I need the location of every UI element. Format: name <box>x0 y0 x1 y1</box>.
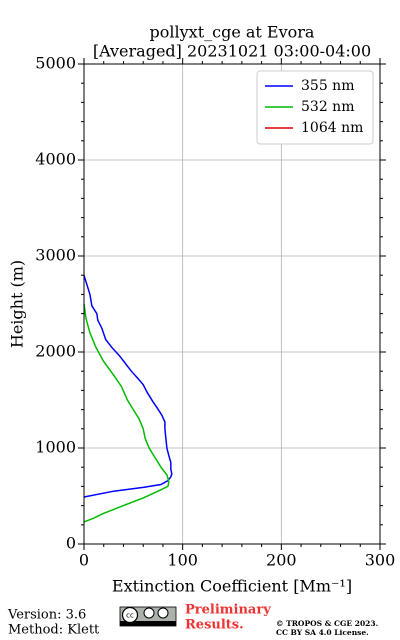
plot-frame <box>83 63 381 545</box>
y-tick-label: 4000 <box>35 150 76 169</box>
y-tick-label: 1000 <box>35 438 76 457</box>
y-tick-label: 2000 <box>35 342 76 361</box>
svg-text:cc: cc <box>126 612 134 620</box>
legend-label: 355 nm <box>301 78 354 94</box>
preliminary-note: Results. <box>185 618 244 633</box>
x-tick-label: 100 <box>167 551 198 570</box>
copyright: © TROPOS & CGE 2023. <box>276 619 378 628</box>
legend: 355 nm 532 nm 1064 nm <box>256 70 374 145</box>
x-tick-label: 200 <box>266 551 297 570</box>
preliminary-note: Preliminary <box>185 603 271 618</box>
legend-label: 532 nm <box>301 99 354 115</box>
cc-logo: cc <box>119 606 177 627</box>
x-tick-label: 300 <box>365 551 396 570</box>
profile-line <box>83 303 170 523</box>
chart-subtitle: [Averaged] 20231021 03:00-04:00 <box>93 42 371 61</box>
x-axis-label: Extinction Coefficient [Mm⁻¹] <box>112 577 352 596</box>
chart-title: pollyxt_cge at Evora <box>150 23 315 42</box>
copyright: CC BY SA 4.0 License. <box>276 628 369 637</box>
legend-box <box>256 70 374 145</box>
version: Version: 3.6 <box>7 608 86 623</box>
legend-label: 1064 nm <box>301 120 363 136</box>
y-axis-label: Height (m) <box>8 260 27 348</box>
x-tick-label: 0 <box>79 551 89 570</box>
profile-line <box>83 274 173 498</box>
y-tick-label: 3000 <box>35 246 76 265</box>
y-tick-label: 0 <box>66 534 76 553</box>
method: Method: Klett <box>8 623 100 638</box>
y-tick-label: 5000 <box>35 54 76 73</box>
